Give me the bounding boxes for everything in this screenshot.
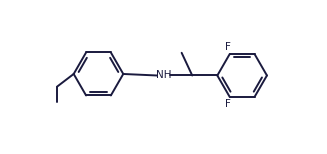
Text: F: F bbox=[225, 99, 231, 109]
Text: NH: NH bbox=[156, 71, 171, 81]
Text: F: F bbox=[225, 42, 231, 52]
